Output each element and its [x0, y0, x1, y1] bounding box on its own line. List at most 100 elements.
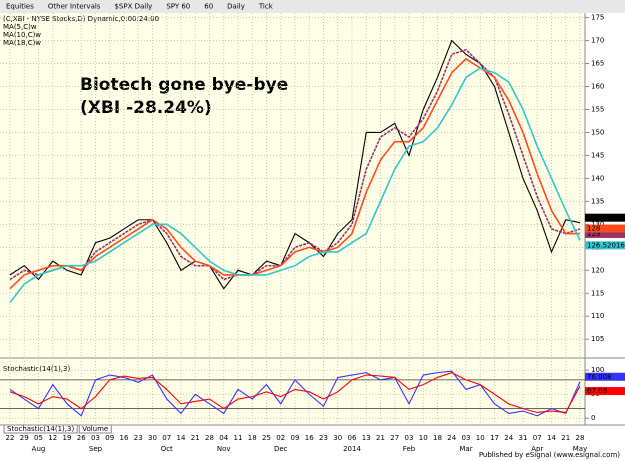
x-group-label: May: [573, 445, 587, 453]
series-line: [9, 372, 581, 414]
y-tick-label: 175: [591, 14, 604, 22]
toolbar-button[interactable]: Other Intervals: [48, 3, 101, 11]
legend-entry: MA(18,C)w: [3, 39, 41, 47]
last-value-box: [585, 372, 625, 381]
x-tick-label: 09: [105, 434, 114, 442]
x-tick-label: 26: [77, 434, 86, 442]
y-tick-label: 160: [591, 83, 604, 91]
x-tick-label: 17: [490, 434, 499, 442]
last-value-label: 76.008: [587, 373, 612, 381]
last-value-box: [585, 241, 625, 250]
x-tick-label: 16: [305, 434, 314, 442]
y-tick-label: 100: [591, 366, 604, 374]
toolbar-button[interactable]: Equities: [6, 3, 34, 11]
x-tick-label: 03: [91, 434, 100, 442]
toolbar-button[interactable]: SPY 60: [166, 3, 190, 11]
x-tick-label: 30: [148, 434, 157, 442]
x-tick-label: 23: [134, 434, 143, 442]
annotation: (XBI -28.24%): [80, 98, 212, 118]
y-tick-label: 105: [591, 335, 604, 343]
last-value-box: [585, 229, 625, 238]
last-value-box: [585, 387, 625, 396]
last-value-label: 130.36: [587, 214, 612, 222]
x-group-label: Oct: [161, 445, 173, 453]
y-tick-label: 115: [591, 289, 604, 297]
x-tick-label: 12: [48, 434, 57, 442]
toolbar-button[interactable]: $SPX Daily: [114, 3, 152, 11]
x-tick-label: 18: [433, 434, 442, 442]
x-tick-label: 22: [6, 434, 15, 442]
series-line: [9, 48, 581, 281]
y-tick-label: 155: [591, 105, 604, 113]
x-tick-label: 14: [177, 434, 186, 442]
x-group-label: Feb: [403, 445, 416, 453]
y-tick-label: 170: [591, 37, 604, 45]
x-group-label: Aug: [32, 445, 46, 453]
x-tick-label: 23: [319, 434, 328, 442]
x-tick-label: 10: [419, 434, 428, 442]
x-tick-label: 14: [547, 434, 556, 442]
tab[interactable]: Volume: [82, 425, 108, 433]
x-group-label: Mar: [459, 445, 472, 453]
y-tick-label: 110: [591, 312, 604, 320]
toolbar-button[interactable]: Tick: [258, 3, 274, 11]
last-value-label: 128: [587, 225, 600, 233]
x-tick-label: 27: [390, 434, 399, 442]
x-tick-label: 11: [234, 434, 243, 442]
x-tick-label: 29: [20, 434, 29, 442]
x-tick-label: 06: [348, 434, 357, 442]
y-tick-label: 165: [591, 60, 604, 68]
x-tick-label: 21: [191, 434, 200, 442]
x-tick-label: 16: [120, 434, 129, 442]
annotation: Biotech gone bye-bye: [80, 75, 288, 95]
legend-entry: MA(5,C)w: [3, 23, 37, 31]
x-tick-label: 05: [34, 434, 43, 442]
x-tick-label: 03: [405, 434, 414, 442]
x-tick-label: 31: [519, 434, 528, 442]
toolbar-button[interactable]: Daily: [227, 3, 245, 11]
x-group-label: Nov: [217, 445, 231, 453]
x-tick-label: 07: [533, 434, 542, 442]
toolbar-button[interactable]: 60: [204, 3, 213, 11]
x-tick-label: 03: [462, 434, 471, 442]
x-tick-label: 21: [561, 434, 570, 442]
x-tick-label: 07: [162, 434, 171, 442]
x-group-label: 2014: [343, 445, 361, 453]
x-group-label: Sep: [89, 445, 103, 453]
y-tick-label: 135: [591, 197, 604, 205]
last-value-box: [585, 224, 625, 233]
series-line: [9, 57, 580, 290]
plot-background: [0, 13, 585, 425]
x-tick-label: 04: [219, 434, 228, 442]
last-value-box: [585, 213, 625, 222]
x-group-label: Apr: [531, 445, 543, 453]
x-group-label: Dec: [274, 445, 288, 453]
x-tick-label: 30: [333, 434, 342, 442]
x-tick-label: 02: [276, 434, 285, 442]
x-tick-label: 10: [476, 434, 485, 442]
tab[interactable]: Stochastic(14(1),3): [7, 425, 74, 433]
x-tick-label: 13: [362, 434, 371, 442]
series-line: [9, 370, 581, 417]
x-tick-label: 21: [376, 434, 385, 442]
x-tick-label: 18: [248, 434, 257, 442]
y-tick-label: 150: [591, 128, 604, 136]
y-tick-label: 120: [591, 266, 604, 274]
x-tick-label: 24: [447, 434, 456, 442]
series-line: [9, 67, 581, 303]
panel-title: Stochastic(14(1),3): [3, 365, 70, 373]
y-tick-label: 145: [591, 151, 604, 159]
last-value-label: 126.520167: [587, 241, 625, 249]
y-tick-label: 0: [591, 414, 595, 422]
x-tick-label: 19: [63, 434, 72, 442]
footer: Published by eSignal (www.esignal.com): [479, 451, 620, 459]
toolbar: [0, 0, 625, 13]
last-value-label: 67.08: [587, 387, 607, 395]
y-tick-label: 130: [591, 220, 604, 228]
x-tick-label: 24: [504, 434, 513, 442]
legend-entry: MA(10,C)w: [3, 31, 41, 39]
x-tick-label: 25: [262, 434, 271, 442]
x-tick-label: 28: [576, 434, 585, 442]
x-tick-label: 28: [205, 434, 214, 442]
